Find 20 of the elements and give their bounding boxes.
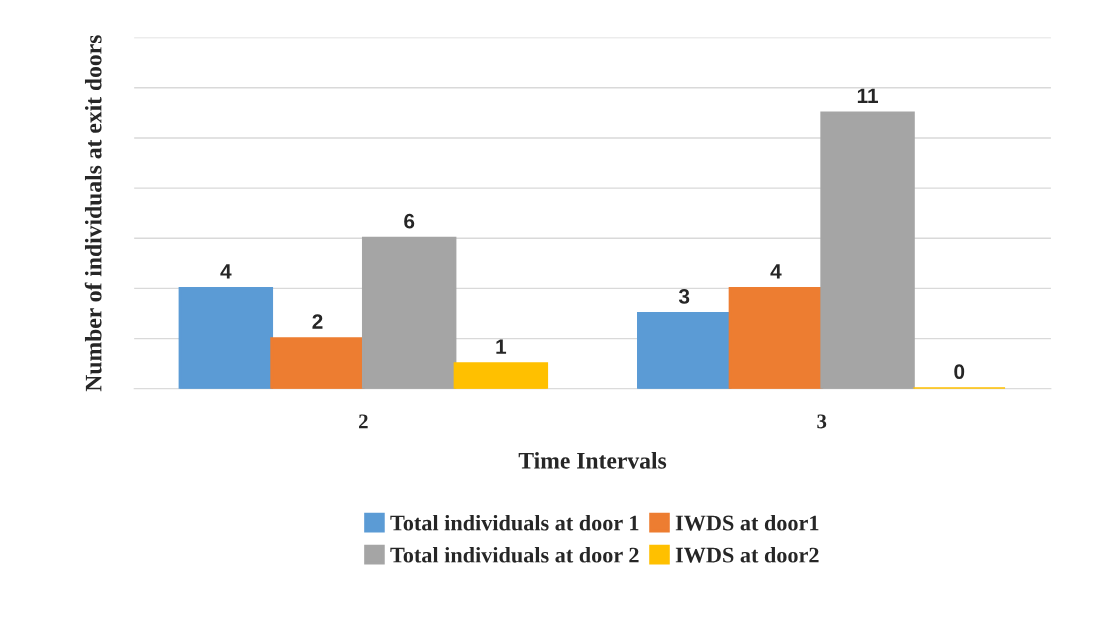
data-label: 11	[857, 88, 878, 103]
data-label: 6	[404, 213, 415, 229]
data-label: 4	[220, 264, 232, 279]
legend-label: Total individuals at door 2	[390, 546, 639, 563]
data-label: 0	[954, 364, 965, 380]
bar	[820, 111, 915, 389]
data-label: 3	[678, 289, 690, 304]
legend-label: Total individuals at door 1	[390, 514, 639, 531]
bar	[178, 287, 274, 389]
bar	[270, 337, 365, 389]
x-axis-title: Time Intervals	[518, 452, 667, 469]
bar	[453, 362, 549, 389]
y-axis-title: Number of individuals at exit doors	[84, 35, 102, 392]
legend-label: IWDS at door2	[675, 546, 819, 563]
legend-label: IWDS at door1	[675, 514, 819, 531]
data-label: 2	[312, 314, 323, 329]
data-label: 1	[496, 339, 507, 354]
bar	[361, 236, 457, 389]
data-label: 4	[770, 264, 782, 279]
bar	[636, 312, 732, 389]
